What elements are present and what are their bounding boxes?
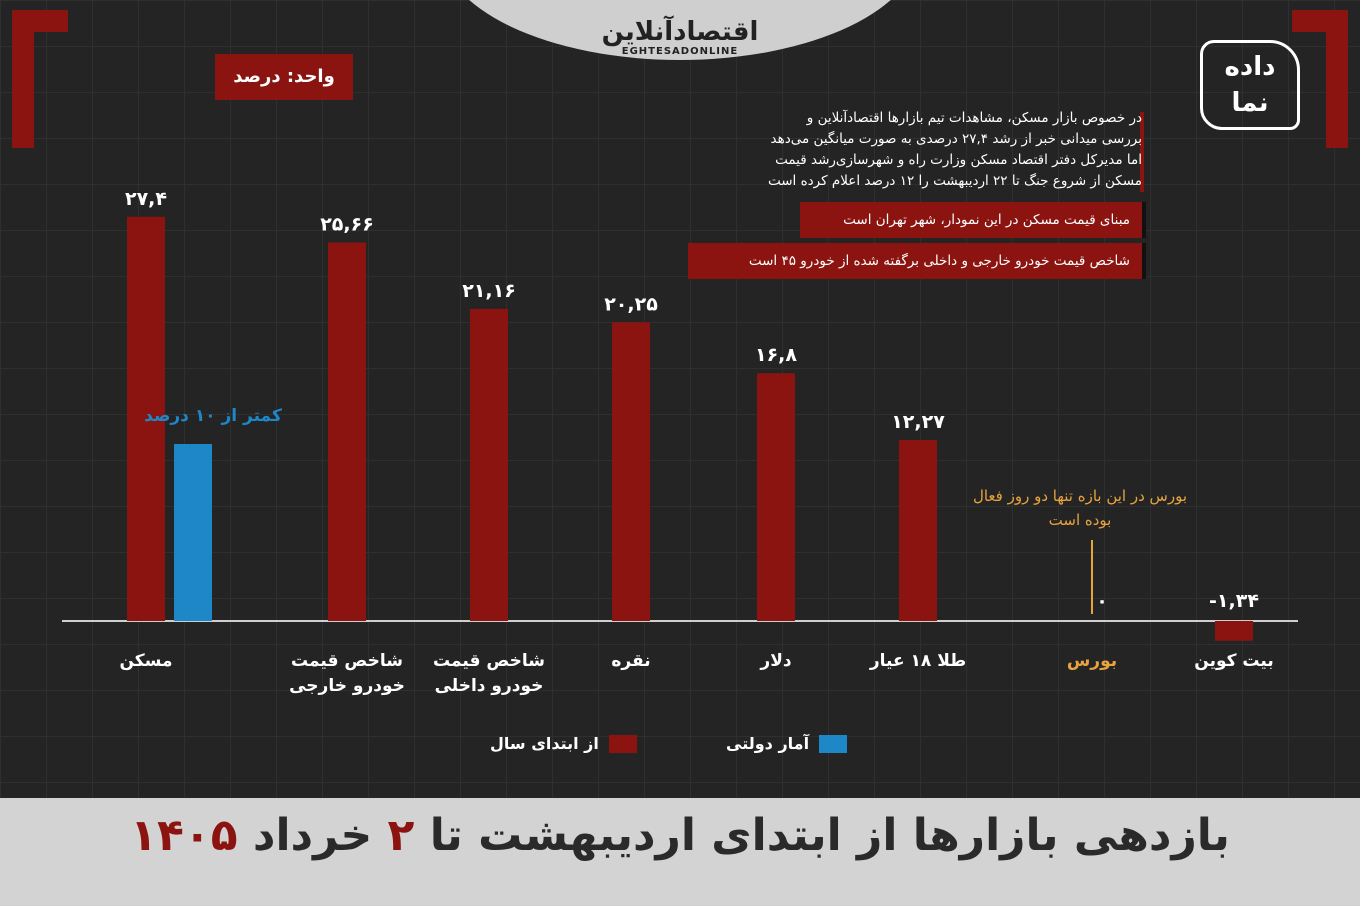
brand-logo: داده نما [1200,40,1300,130]
title-number-day: ۲ [387,810,415,861]
bar-yearly [757,373,795,621]
bar-yearly [612,322,650,621]
note-line: مسکن از شروع جنگ تا ۲۲ اردیبهشت را ۱۲ در… [767,173,1142,189]
logo-text-fa: اقتصادآنلاین [601,17,759,47]
data-label: ۲۷,۴ [125,188,167,210]
category-label: خودرو خارجی [289,676,405,696]
data-label: ۲۱,۱۶ [462,280,516,302]
bourse-note-pointer [1091,540,1093,614]
legend-item-yearly: از ابتدای سال [490,734,637,753]
publisher-logo: اقتصادآنلاین EGHTESADONLINE [590,18,770,57]
bourse-note: بورس در این بازه تنها دو روز فعال بوده ا… [972,487,1188,529]
bar-government [174,444,212,621]
category-label: شاخص قیمت [433,651,545,671]
data-label: ۱۲,۲۷ [891,411,945,433]
title-text-1: بازدهی بازارها از ابتدای اردیبهشت تا [429,810,1230,861]
note-box-car-index: شاخص قیمت خودرو خارجی و داخلی برگفته شده… [688,243,1146,279]
footer-band [0,798,1360,906]
bar-yearly [328,242,366,621]
note-line: اما مدیرکل دفتر اقتصاد مسکن وزارت راه و … [775,152,1142,168]
data-label: ۱۶,۸ [755,344,797,366]
corner-bracket-right-v [1326,10,1348,148]
note-line: بررسی میدانی خبر از رشد ۲۷,۴ درصدی به صو… [770,131,1142,147]
housing-note: در خصوص بازار مسکن، مشاهدات تیم بازارها … [702,108,1142,192]
bar-yearly [470,308,508,621]
data-label-government: کمتر از ۱۰ درصد [144,406,282,426]
title-text-2: خرداد [252,810,373,861]
category-label: شاخص قیمت [291,651,403,671]
category-label: خودرو داخلی [435,676,544,696]
corner-bracket-left-v [12,10,34,148]
category-label: بورس [1067,651,1117,671]
title-number-year: ۱۴۰۵ [130,810,238,861]
note-line: در خصوص بازار مسکن، مشاهدات تیم بازارها … [806,110,1142,126]
category-label: بیت کوین [1194,651,1273,671]
bar-yearly [899,440,937,621]
category-label: مسکن [119,651,172,671]
logo-text-en: EGHTESADONLINE [621,46,739,57]
category-label: دلار [759,651,791,671]
legend-label-yearly: از ابتدای سال [490,734,599,753]
note-box-housing-basis: مبنای قیمت مسکن در این نمودار، شهر تهران… [800,202,1146,238]
legend-swatch-yearly [608,734,637,753]
category-label: طلا ۱۸ عیار [869,651,966,671]
category-label: نقره [611,651,650,671]
bar-yearly [127,216,165,621]
data-label: ۲۰,۲۵ [604,293,658,315]
legend-item-government: آمار دولتی [726,734,848,753]
data-label: ۰ [1096,590,1108,612]
bar-yearly [1215,621,1253,641]
chart-title: بازدهی بازارها از ابتدای اردیبهشت تا ۲ خ… [0,810,1360,861]
data-label: -۱,۳۴ [1209,590,1259,612]
unit-label: واحد: درصد [215,54,353,100]
data-label: ۲۵,۶۶ [320,214,374,236]
legend-swatch-government [819,734,848,753]
legend-label-government: آمار دولتی [726,734,810,753]
note-accent-bar [1140,112,1144,192]
